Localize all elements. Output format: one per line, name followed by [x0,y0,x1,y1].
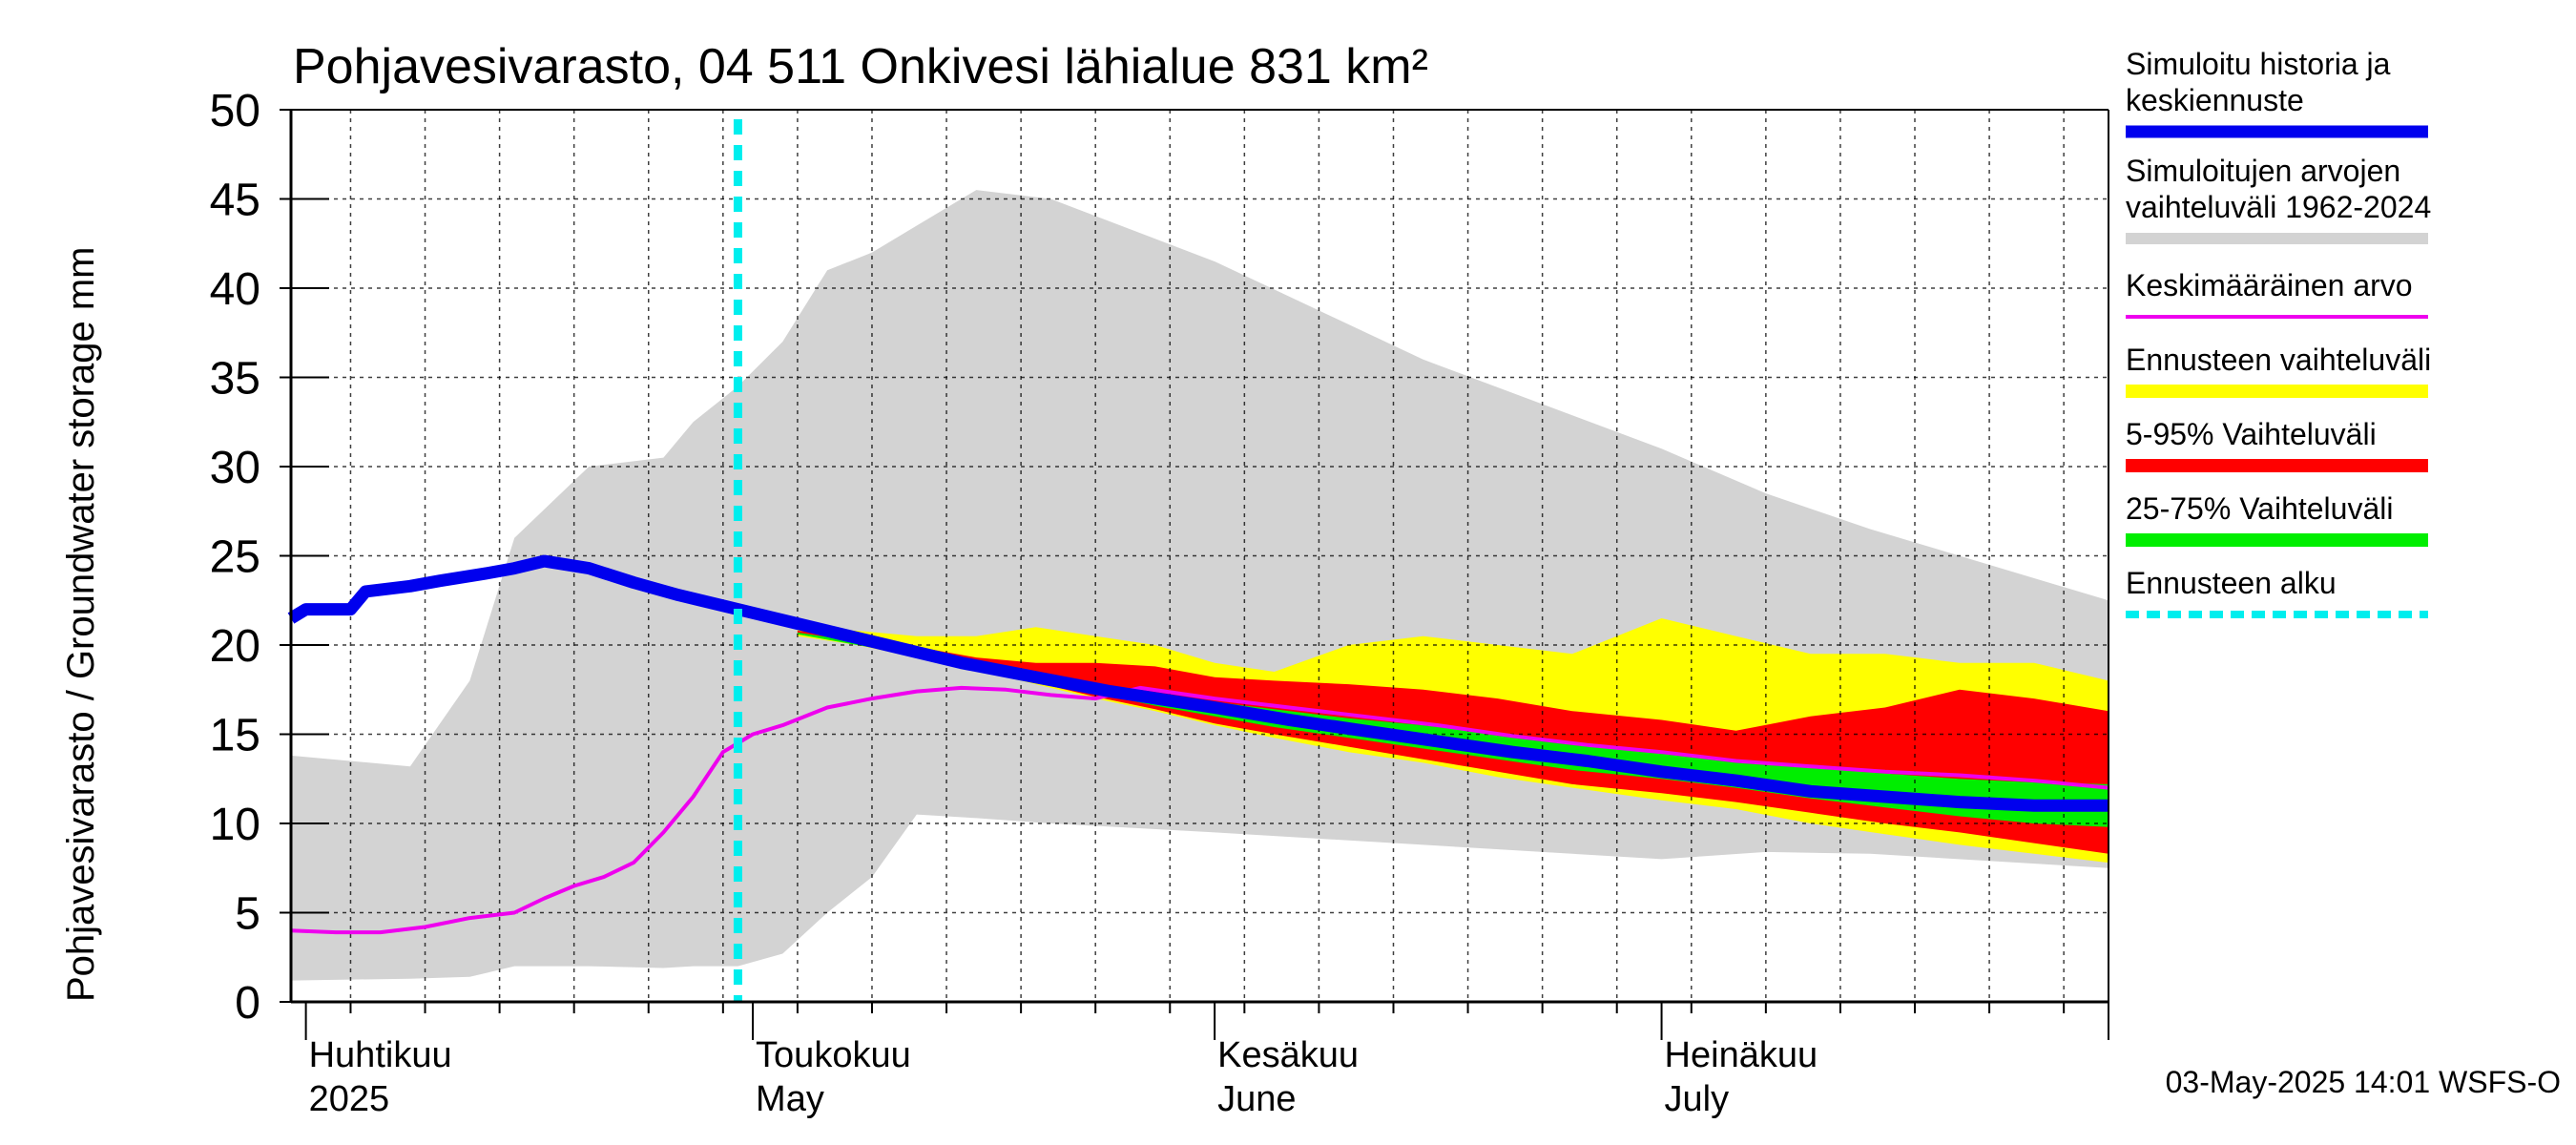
y-tick-label: 20 [210,621,260,672]
legend-label: 5-95% Vaihteluväli [2126,417,2377,451]
legend-label: Simuloitujen arvojen vaihteluväli 1962-20… [2126,154,2431,224]
grid-layer [291,110,2109,1002]
x-month-label: Huhtikuu [309,1035,452,1075]
x-month-label: Kesäkuu [1217,1035,1359,1075]
y-tick-label: 25 [210,532,260,583]
legend-label: Ennusteen alku [2126,566,2337,600]
y-tick-label: 15 [210,711,260,761]
line-simuloitu-historia-ja-keskiennuste [287,554,2109,812]
legend-label: 25-75% Vaihteluväli [2126,491,2393,526]
y-tick-label: 10 [210,800,260,850]
line-keskim-r-inen-arvo [290,685,2109,935]
legend-label: Ennusteen vaihteluväli [2126,343,2431,377]
y-tick-label: 40 [210,264,260,315]
x-month-label: Toukokuu [756,1035,911,1075]
bands-layer [291,190,2109,981]
y-tick-label: 45 [210,176,260,226]
y-tick-label: 5 [235,889,260,940]
x-month-label-en: June [1217,1079,1296,1119]
y-axis-label: Pohjavesivarasto / Groundwater storage m… [60,247,102,1002]
axes-layer: 05101520253035404550Huhtikuu2025Toukokuu… [210,86,2109,1119]
y-tick-label: 0 [235,978,260,1029]
legend-label: Simuloitu historia ja keskiennuste [2126,47,2391,117]
chart-title: Pohjavesivarasto, 04 511 Onkivesi lähial… [293,39,1428,94]
band-simuloitujen-arvojen-vaihteluv-li-1962-2024 [291,190,2109,981]
y-tick-label: 30 [210,443,260,493]
timestamp-footer: 03-May-2025 14:01 WSFS-O [2166,1065,2561,1099]
band-25-75-vaihteluv-li [797,632,2109,827]
lines-layer [287,119,2109,1002]
x-month-label-en: May [756,1079,824,1119]
y-tick-label: 50 [210,86,260,136]
legend-label: Keskimääräinen arvo [2126,268,2413,302]
x-month-label-en: July [1665,1079,1730,1119]
y-tick-label: 35 [210,354,260,405]
legend: Simuloitu historia ja keskiennuste Simuloi… [2126,47,2431,618]
x-month-label: Heinäkuu [1665,1035,1818,1075]
x-month-label-en: 2025 [309,1079,390,1119]
